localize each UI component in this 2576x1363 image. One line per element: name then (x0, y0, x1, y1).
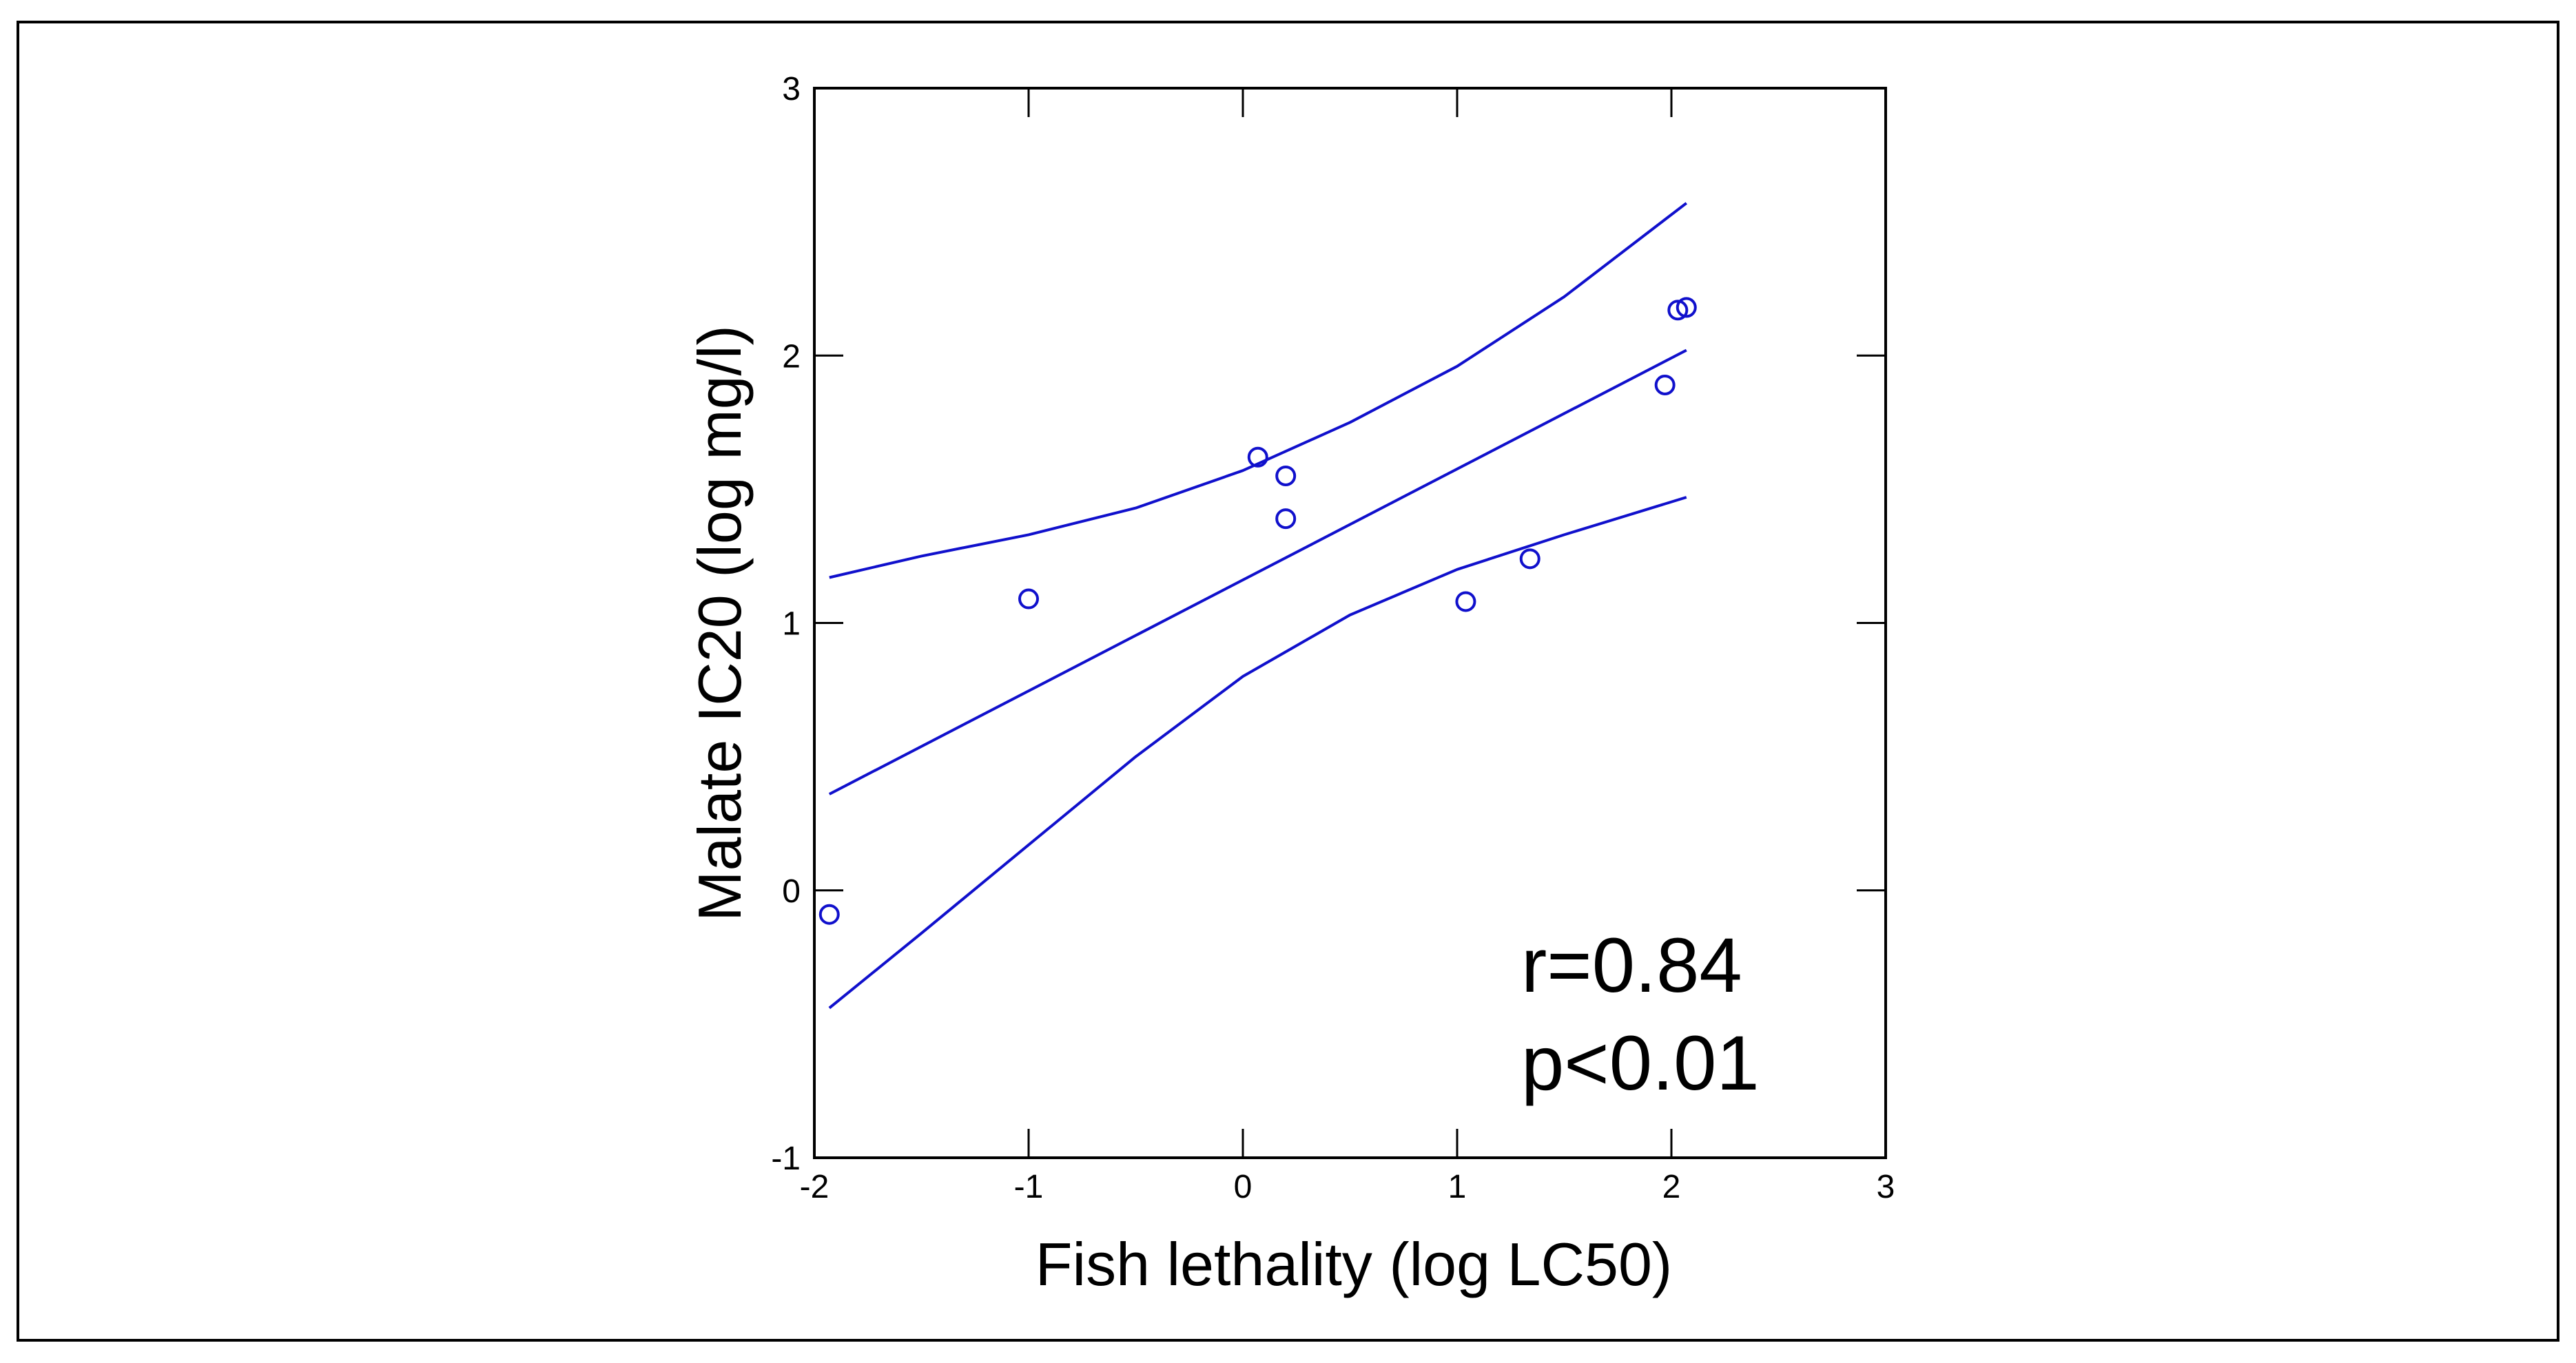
x-tick-label: 1 (1448, 1169, 1467, 1205)
fit-lines (828, 202, 1688, 1010)
data-point (1519, 548, 1541, 570)
correlation-annotation: r=0.84 (1521, 922, 1742, 1008)
x-tick-label: -2 (800, 1169, 830, 1205)
y-axis-title: Malate IC20 (log mg/l) (686, 325, 754, 922)
x-tick-label: -1 (1014, 1169, 1044, 1205)
data-point (1676, 297, 1697, 318)
y-tick-label: 0 (782, 873, 801, 910)
x-tick-label: 0 (1234, 1169, 1253, 1205)
y-tick-label: 2 (782, 338, 801, 375)
data-point (1018, 588, 1039, 610)
upper-confidence-band (829, 202, 1688, 579)
data-point (1275, 465, 1297, 486)
data-point (1455, 591, 1476, 612)
data-point (1275, 508, 1297, 530)
data-points (818, 297, 1697, 925)
data-point (1667, 300, 1689, 321)
p-value-annotation: p<0.01 (1521, 1020, 1760, 1106)
x-tick-label: 3 (1877, 1169, 1895, 1205)
data-point (1654, 374, 1676, 395)
x-axis-title: Fish lethality (log LC50) (1035, 1230, 1672, 1298)
y-axis-tick-labels: -1 0 1 2 3 (771, 71, 801, 1177)
regression-line (828, 348, 1687, 795)
data-point (818, 904, 840, 925)
y-tick-label: -1 (771, 1141, 801, 1177)
y-axis-ticks (814, 87, 1886, 1159)
figure-border (17, 21, 2559, 1342)
x-axis-tick-labels: -2 -1 0 1 2 3 (800, 1169, 1895, 1205)
lower-confidence-band (828, 496, 1687, 1010)
x-tick-label: 2 (1662, 1169, 1681, 1205)
y-tick-label: 3 (782, 71, 801, 107)
x-axis-ticks (813, 88, 1887, 1158)
y-tick-label: 1 (782, 606, 801, 643)
data-point (1247, 446, 1268, 468)
